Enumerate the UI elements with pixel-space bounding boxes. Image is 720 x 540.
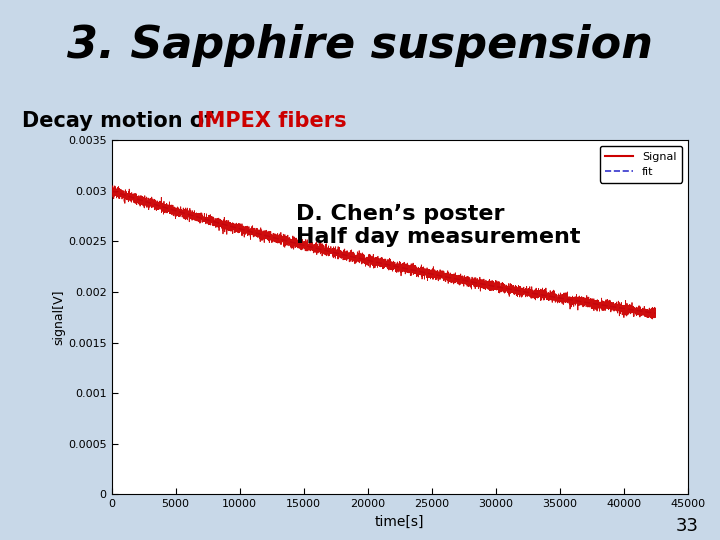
Text: 33: 33 bbox=[675, 517, 698, 535]
Text: IMPEX fibers: IMPEX fibers bbox=[197, 111, 346, 131]
Legend: Signal, fit: Signal, fit bbox=[600, 146, 682, 183]
Text: D. Chen’s poster
Half day measurement: D. Chen’s poster Half day measurement bbox=[296, 204, 580, 247]
Text: 3. Sapphire suspension: 3. Sapphire suspension bbox=[67, 24, 653, 68]
X-axis label: time[s]: time[s] bbox=[375, 515, 424, 529]
Text: Decay motion of: Decay motion of bbox=[22, 111, 220, 131]
Y-axis label: signal[V]: signal[V] bbox=[53, 289, 66, 345]
